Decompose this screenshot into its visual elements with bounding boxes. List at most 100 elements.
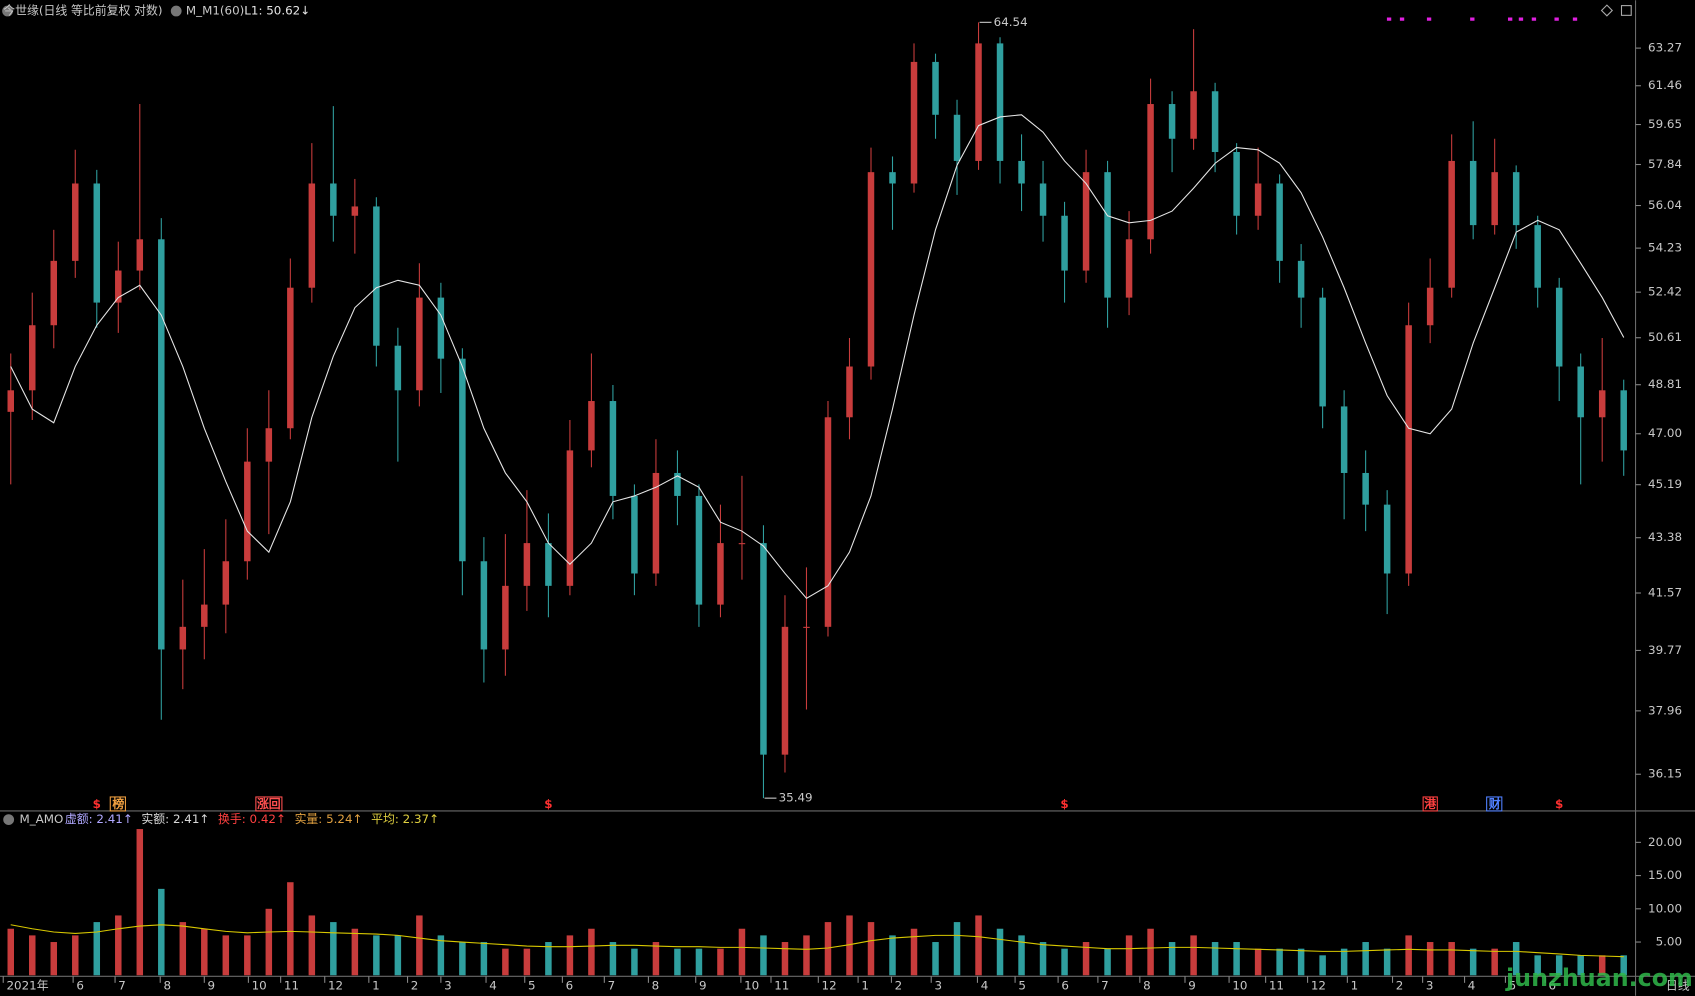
y-tick-label: 43.38	[1648, 530, 1682, 544]
volume-bar	[996, 928, 1004, 976]
candle-body	[760, 543, 767, 755]
menu-icon[interactable]	[3, 814, 15, 826]
volume-bar	[1061, 948, 1068, 976]
volume-bar	[695, 948, 703, 976]
chart-title: 今世缘(日线 等比前复权 对数)	[3, 4, 162, 18]
y-tick-label: 52.42	[1648, 285, 1682, 299]
candle-body	[1125, 239, 1133, 298]
x-tick-label: 11	[774, 979, 789, 993]
candle-body	[803, 626, 810, 628]
volume-bar	[1620, 955, 1627, 976]
candle-body	[244, 461, 251, 562]
candle-body	[1147, 104, 1154, 240]
volume-bar	[1491, 948, 1498, 976]
x-tick-label: 3	[1426, 979, 1434, 993]
x-tick-label: 12	[1311, 979, 1326, 993]
candle-body	[1555, 287, 1563, 367]
volume-bar	[846, 915, 853, 976]
candle-body	[50, 260, 58, 326]
candle-body	[502, 585, 509, 650]
candle-body	[1319, 297, 1326, 407]
candle-body	[416, 297, 423, 391]
x-tick-label: 9	[208, 979, 216, 993]
readout: 虚额: 2.41↑	[65, 812, 133, 826]
x-tick-label: 7	[1101, 979, 1109, 993]
candle-body	[93, 183, 101, 303]
candle-body	[1405, 325, 1412, 574]
volume-bar	[1254, 948, 1262, 976]
candle-body	[1104, 172, 1111, 298]
candle-body	[1362, 472, 1369, 505]
candle-body	[695, 495, 703, 605]
x-tick-label: 6	[1061, 979, 1069, 993]
candle-body	[1039, 183, 1047, 216]
event-marker: $	[1060, 797, 1068, 811]
candle-body	[631, 495, 638, 574]
indicator-name: M_M1(60)	[186, 4, 244, 18]
volume-bar	[889, 935, 896, 976]
y-tick-label: 57.84	[1648, 157, 1682, 171]
volume-bar	[652, 942, 660, 976]
candle-body	[1340, 406, 1348, 473]
volume-bar	[1405, 935, 1412, 976]
candle-body	[1297, 260, 1305, 298]
volume-bar	[1211, 942, 1219, 976]
candle-body	[72, 183, 79, 261]
candle-body	[480, 561, 488, 650]
volume-bar	[1039, 942, 1047, 976]
watermark: junzhuan.com	[1505, 964, 1693, 992]
volume-bar	[1577, 955, 1584, 976]
candle-body	[717, 543, 724, 605]
volume-bar	[609, 942, 617, 976]
y-tick-label: 39.77	[1648, 643, 1682, 657]
volume-bar	[867, 922, 875, 976]
y-tick-label: 61.46	[1648, 78, 1682, 92]
panel-title: M_AMO	[19, 812, 63, 826]
menu-icon[interactable]	[2, 5, 13, 17]
volume-bar	[738, 928, 746, 976]
extreme-label: 35.49	[779, 791, 813, 805]
candle-body	[1448, 160, 1455, 288]
menu-icon[interactable]	[170, 5, 182, 17]
candle-body	[1383, 504, 1391, 574]
candle-body	[373, 206, 380, 346]
candle-body	[1082, 172, 1090, 271]
top-markers	[1386, 17, 1578, 21]
volume-bar	[179, 922, 187, 976]
volume-bar	[308, 915, 316, 976]
x-tick-label: 1	[1351, 979, 1359, 993]
x-tick-label: 12	[328, 979, 343, 993]
volume-bar	[975, 915, 982, 976]
volume-bar	[545, 942, 552, 976]
x-tick-label: 4	[489, 979, 497, 993]
volume-bar	[932, 942, 939, 976]
candle-body	[674, 472, 681, 496]
volume-bar	[158, 888, 165, 976]
volume-bar	[1297, 948, 1305, 976]
candle-body	[308, 183, 316, 288]
candle-body	[1276, 183, 1283, 261]
toolbar-icon[interactable]	[1600, 4, 1614, 17]
y-tick-label: 20.00	[1648, 835, 1682, 849]
candle-body	[1598, 390, 1606, 418]
candle-body	[1061, 215, 1068, 271]
volume-bar	[631, 948, 638, 976]
volume-bar	[1469, 948, 1477, 976]
x-tick-label: 10	[1232, 979, 1247, 993]
x-tick-label: 10	[744, 979, 759, 993]
y-tick-label: 45.19	[1648, 477, 1682, 491]
volume-bar	[459, 942, 466, 976]
period-label: 日线	[1666, 979, 1690, 993]
candle-body	[975, 43, 982, 161]
volume-bar	[115, 915, 122, 976]
candle-body	[846, 366, 853, 418]
candle-body	[351, 206, 359, 216]
x-tick-label: 4	[1468, 979, 1476, 993]
volume-bar	[1383, 948, 1391, 976]
volume-bar	[1555, 955, 1563, 976]
candle-body	[1534, 225, 1541, 288]
toolbar-icon[interactable]	[1620, 5, 1632, 16]
indicator-line	[10, 924, 1624, 958]
